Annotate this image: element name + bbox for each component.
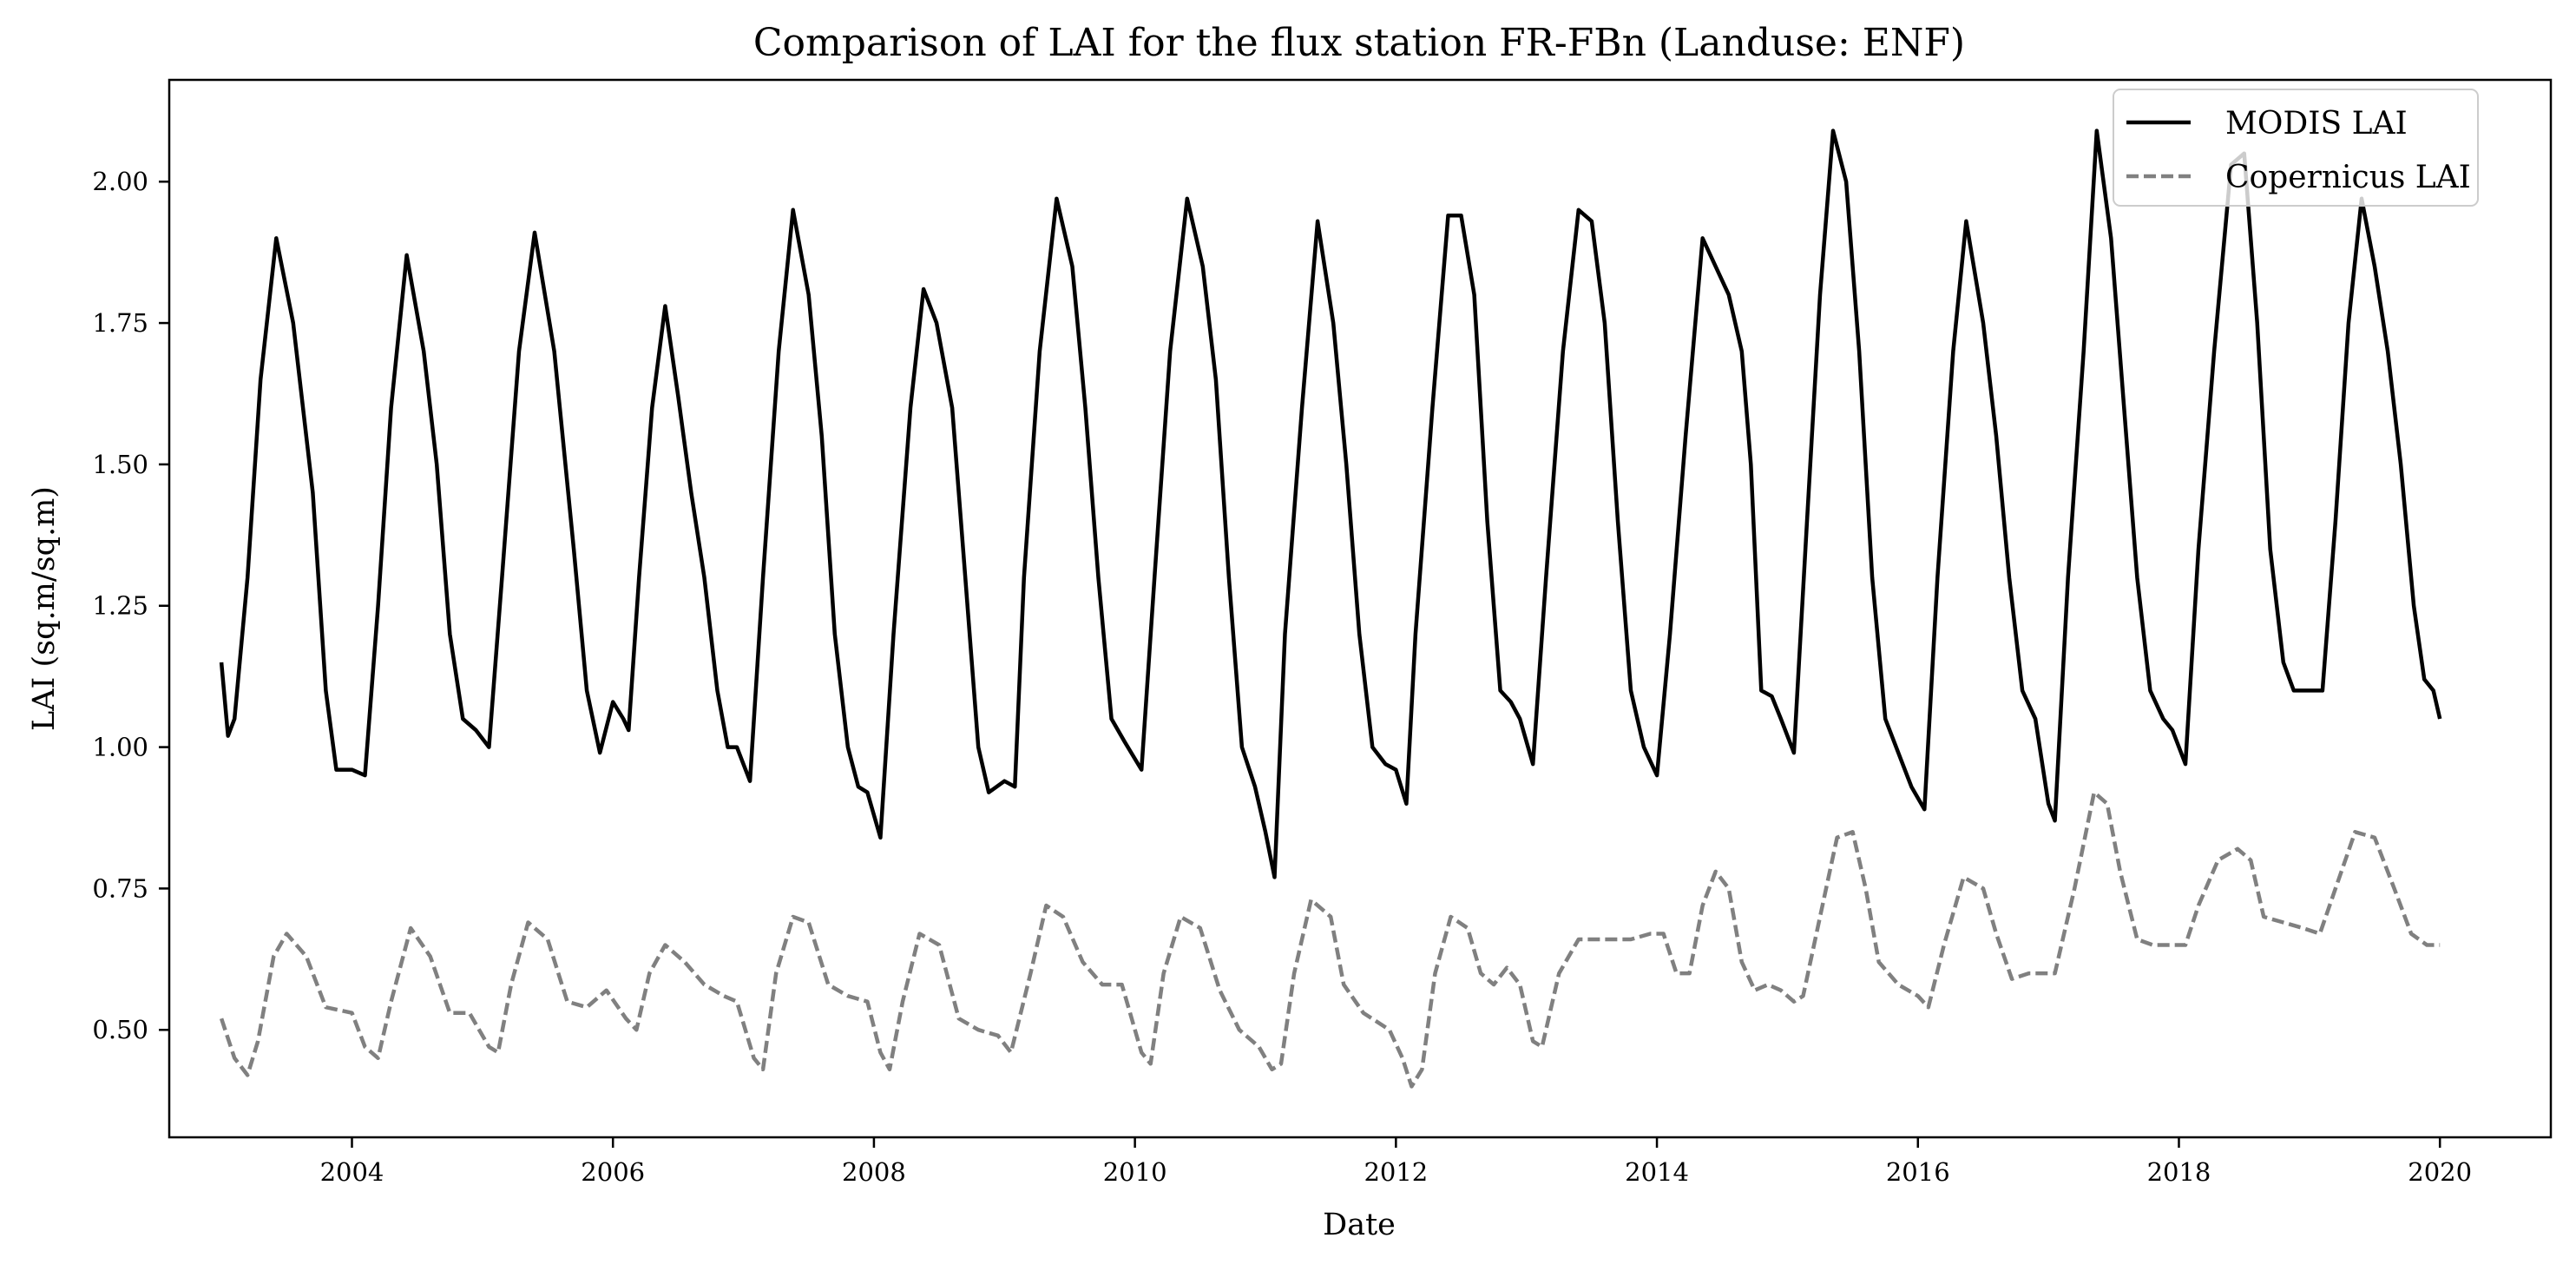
legend-label-modis: MODIS LAI xyxy=(2225,106,2408,142)
x-axis-label: Date xyxy=(1323,1208,1396,1242)
x-tick-label: 2004 xyxy=(320,1157,384,1187)
x-tick-label: 2012 xyxy=(1364,1157,1428,1187)
legend-frame xyxy=(2113,89,2479,207)
y-tick-label: 1.00 xyxy=(92,733,148,762)
y-tick-label: 2.00 xyxy=(92,167,148,196)
x-tick-label: 2010 xyxy=(1103,1157,1167,1187)
y-tick-label: 0.75 xyxy=(92,873,148,903)
y-tick-label: 1.50 xyxy=(92,450,148,479)
legend: MODIS LAI Copernicus LAI xyxy=(2113,89,2479,207)
y-tick-label: 1.75 xyxy=(92,308,148,338)
series-line-modis xyxy=(219,128,2442,879)
x-tick-label: 2016 xyxy=(1886,1157,1950,1187)
y-axis-label: LAI (sq.m/sq.m) xyxy=(27,486,62,731)
y-tick-label: 1.25 xyxy=(92,591,148,621)
x-tick-label: 2008 xyxy=(842,1157,906,1187)
x-tick-label: 2020 xyxy=(2408,1157,2472,1187)
plot-area-frame xyxy=(168,78,2553,1139)
chart-title: Comparison of LAI for the flux station F… xyxy=(753,21,1965,65)
x-tick-label: 2006 xyxy=(581,1157,645,1187)
y-tick-label: 0.50 xyxy=(92,1015,148,1044)
legend-label-copernicus: Copernicus LAI xyxy=(2225,160,2471,195)
x-tick-label: 2014 xyxy=(1625,1157,1689,1187)
x-tick-label: 2018 xyxy=(2147,1157,2211,1187)
series-line-copernicus xyxy=(219,790,2441,1089)
